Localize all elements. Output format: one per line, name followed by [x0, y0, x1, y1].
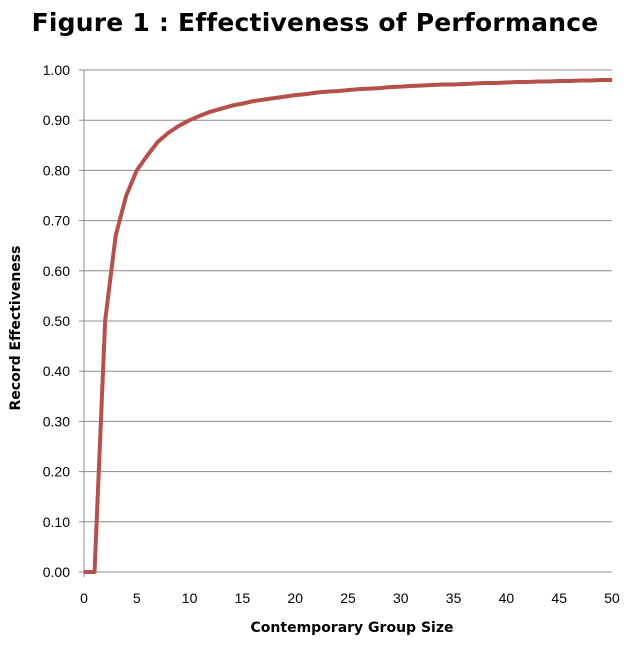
series-layer [84, 78, 612, 574]
y-tick-label-3: 0.30 [43, 413, 70, 429]
x-tick-label-8: 40 [499, 590, 515, 606]
y-axis-title: Record Effectiveness [8, 246, 24, 411]
y-tick-label-4: 0.40 [43, 363, 70, 379]
x-tick-label-1: 5 [133, 590, 141, 606]
series-line-0 [84, 78, 612, 574]
y-tick-label-9: 0.90 [43, 112, 70, 128]
y-tick-label-7: 0.70 [43, 213, 70, 229]
axes [79, 69, 85, 577]
gridlines [84, 69, 612, 573]
y-tick-label-10: 1.00 [43, 62, 70, 78]
y-tick-label-0: 0.00 [43, 564, 70, 580]
x-tick-label-3: 15 [235, 590, 251, 606]
x-tick-label-0: 0 [80, 590, 88, 606]
x-tick-label-4: 20 [287, 590, 303, 606]
y-tick-label-6: 0.60 [43, 263, 70, 279]
x-tick-label-6: 30 [393, 590, 409, 606]
y-tick-label-5: 0.50 [43, 313, 70, 329]
x-tick-label-2: 10 [182, 590, 198, 606]
x-tick-label-5: 25 [340, 590, 356, 606]
x-tick-label-10: 50 [604, 590, 620, 606]
y-tick-label-1: 0.10 [43, 514, 70, 530]
x-tick-label-9: 45 [551, 590, 567, 606]
x-tick-labels: 0 5 10 15 20 25 30 35 40 45 50 [80, 590, 620, 606]
x-tick-label-7: 35 [446, 590, 462, 606]
chart-title: Figure 1 : Effectiveness of Performance [31, 8, 599, 37]
y-tick-label-8: 0.80 [43, 162, 70, 178]
y-tick-labels: 0.00 0.10 0.20 0.30 0.40 0.50 0.60 0.70 0.80 0.90… [43, 62, 70, 580]
x-axis-title: Contemporary Group Size [251, 620, 454, 636]
y-tick-label-2: 0.20 [43, 464, 70, 480]
